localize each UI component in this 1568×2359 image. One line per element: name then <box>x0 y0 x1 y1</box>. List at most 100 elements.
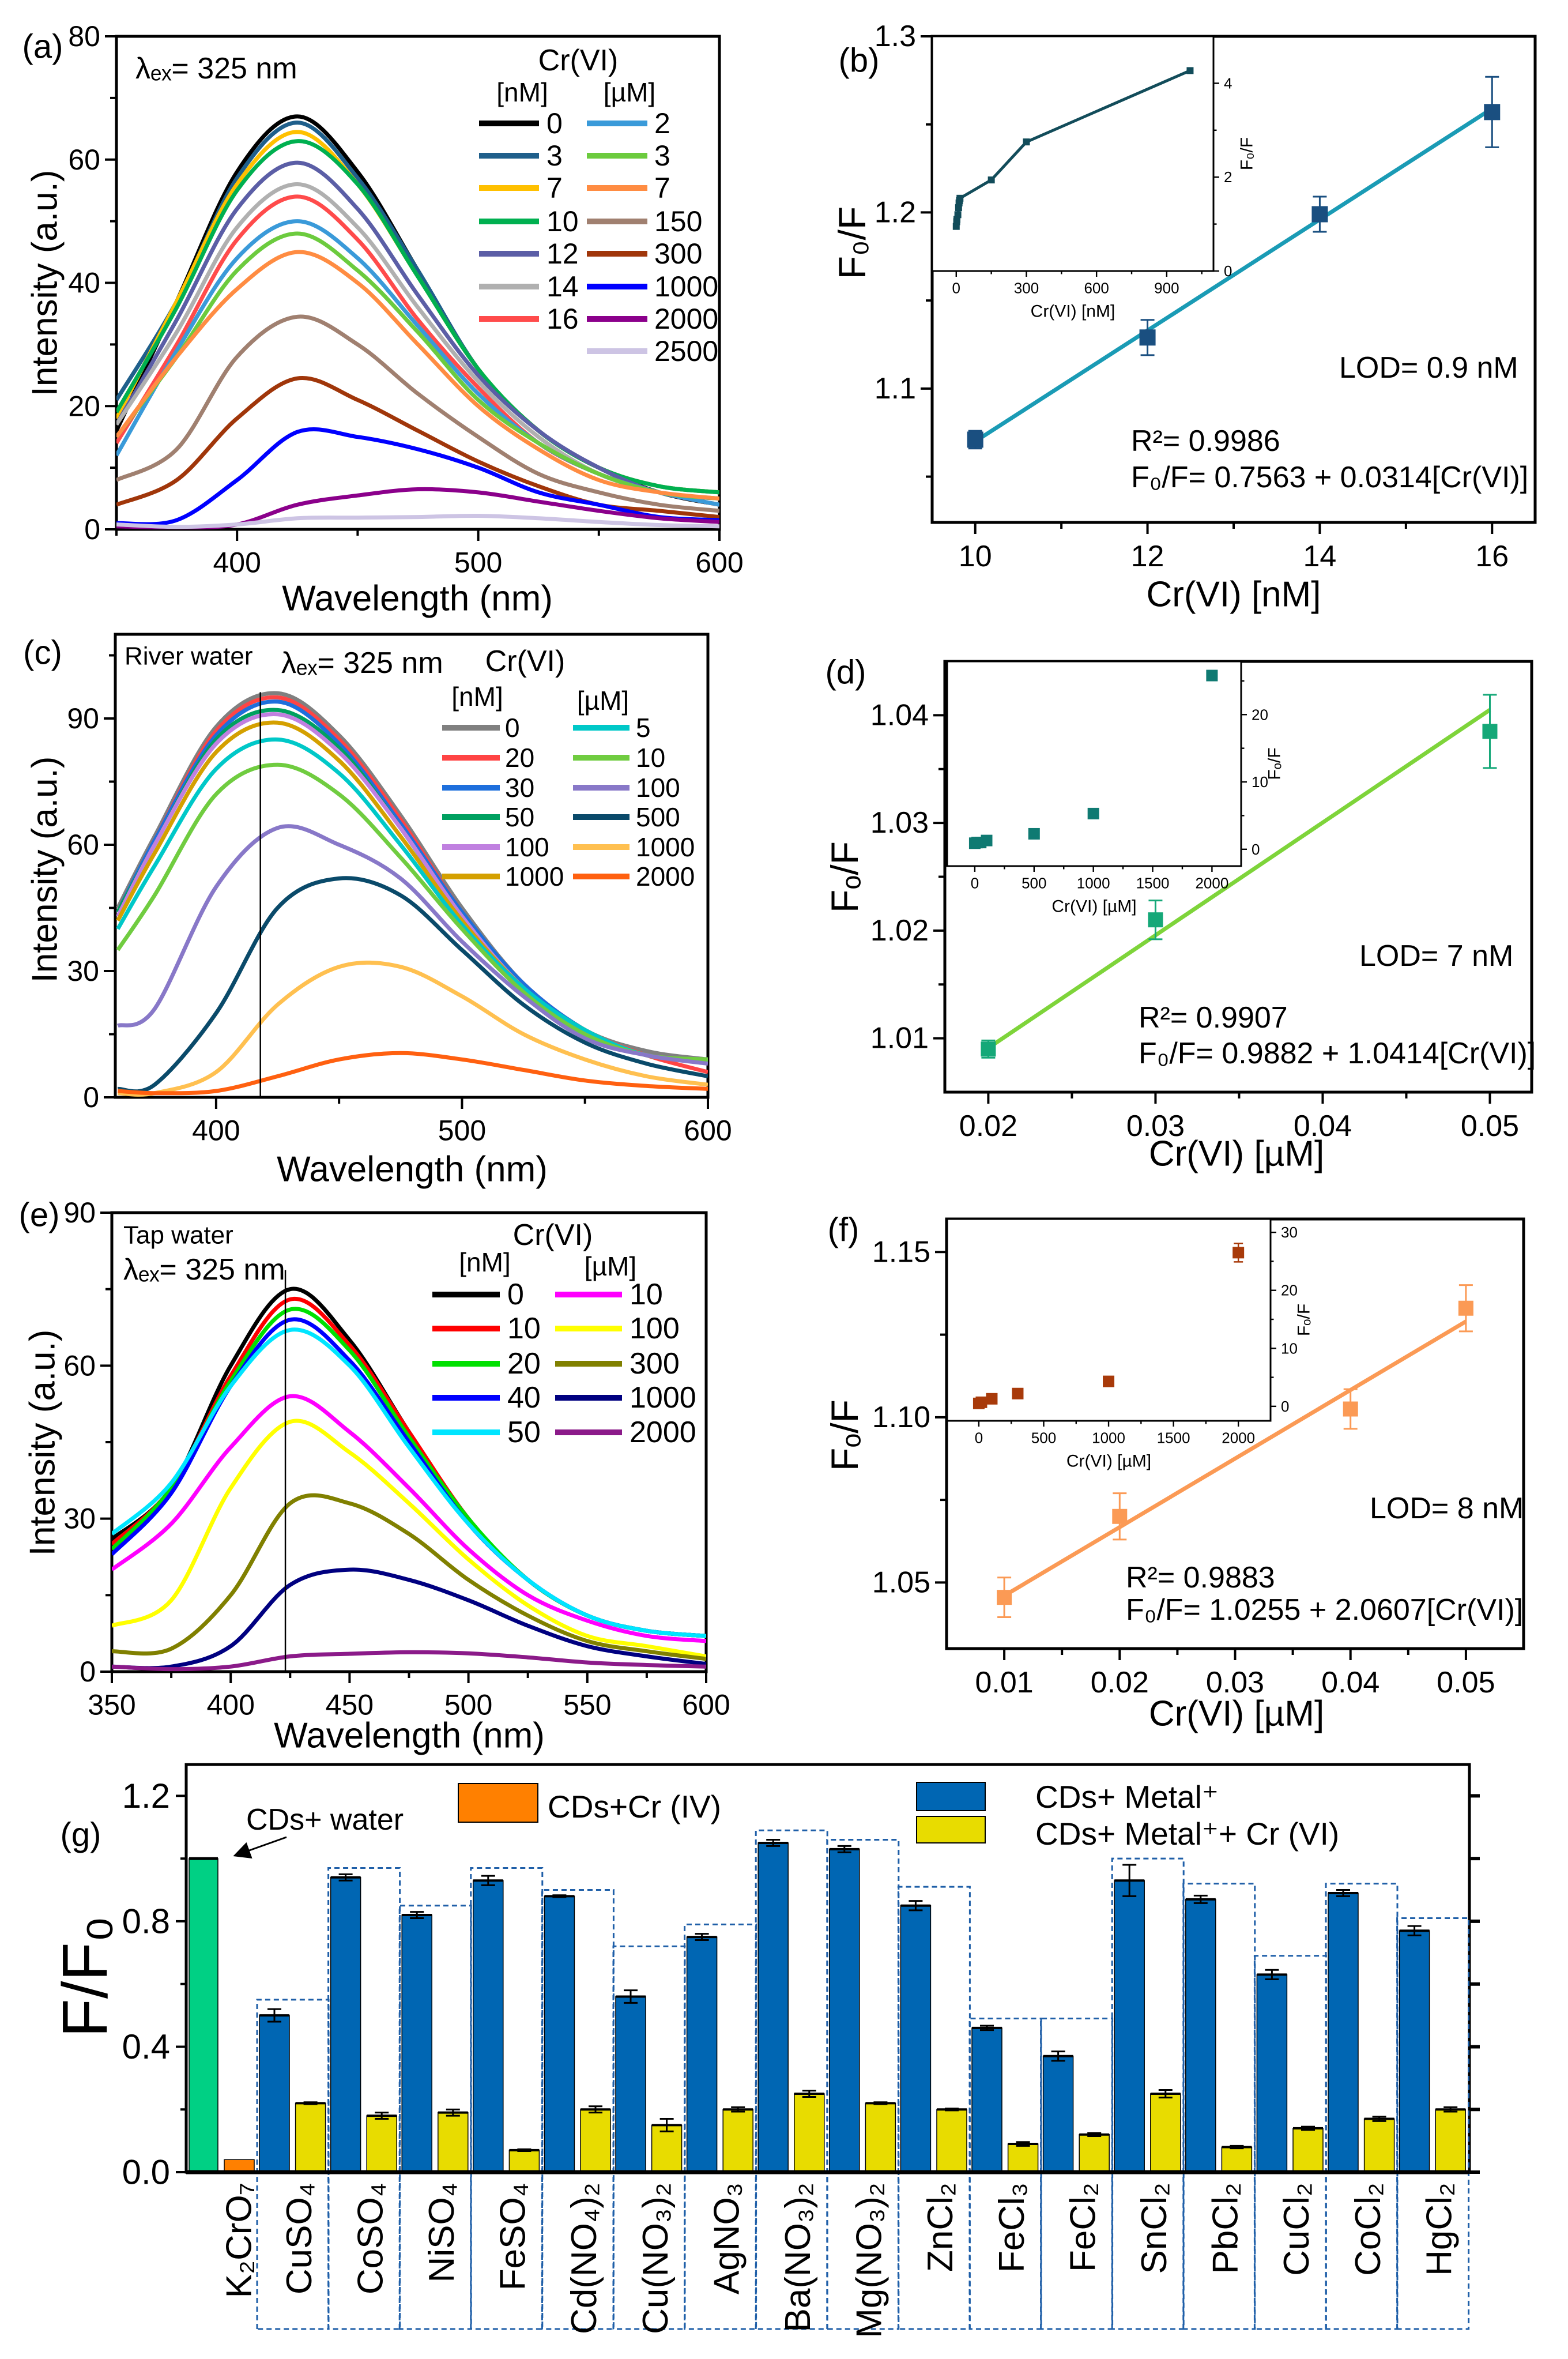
x-tick-label: 0.04 <box>1294 1109 1352 1143</box>
inset-data-point <box>1012 1387 1024 1399</box>
legend-item: 3 <box>479 140 563 172</box>
y-axis-title: Fₒ/F <box>823 841 866 913</box>
panel-label: (g) <box>61 1816 101 1854</box>
data-point <box>1112 1508 1128 1524</box>
legend-item: 100 <box>555 1312 680 1345</box>
inset-frame <box>946 660 1242 867</box>
legend-label: 10 <box>507 1312 541 1345</box>
x-tick-label: 500 <box>1022 875 1046 892</box>
y-tick-label: 1.2 <box>122 1777 170 1815</box>
spectrum-line-300-uM <box>112 1493 706 1661</box>
legend-item: 40 <box>432 1381 541 1414</box>
bar-metal <box>971 2027 1002 2173</box>
legend-item: 50 <box>442 802 534 832</box>
legend-label: 20 <box>507 1347 541 1380</box>
y-tick-label: 0 <box>1224 262 1232 280</box>
y-axis-title: F/F₀ <box>50 1916 121 2038</box>
legend-label: 2000 <box>636 861 695 891</box>
bar-group: AgNO₃ <box>684 1923 757 2330</box>
group-outline-box <box>1040 2018 1114 2330</box>
y-tick-label: 1.05 <box>872 1566 930 1599</box>
legend-item: 5 <box>573 713 651 743</box>
inset-plot: 0 500 1000 1500 2000 0 10 20 30 Cr(VI) [µM] Fₒ/F <box>946 1218 1314 1471</box>
group-outline-box <box>1396 1917 1470 2330</box>
legend-label: 10 <box>630 1278 663 1311</box>
spectrum-line-1000-uM <box>118 960 708 1097</box>
bar-group: ZnCl₂ <box>897 1886 971 2330</box>
y-tick-label: 0 <box>1281 1398 1289 1415</box>
y-tick-label: 1.1 <box>875 372 916 405</box>
inset-data-point <box>1186 67 1194 74</box>
legend-label: 0 <box>505 713 520 743</box>
inset-data-point <box>1087 807 1099 819</box>
panel-label: (e) <box>19 1197 60 1234</box>
x-tick-label: 16 <box>1475 540 1509 573</box>
bar-metal <box>1399 1930 1430 2173</box>
data-point <box>1343 1401 1358 1417</box>
bar-metal-chromium <box>722 2109 753 2173</box>
y-tick-label: 90 <box>67 702 99 735</box>
legend-label: 150 <box>654 205 702 238</box>
x-tick-label: 400 <box>192 1115 240 1147</box>
spectrum-line-2000-uM <box>112 1650 706 1672</box>
y-tick-label: 60 <box>68 144 100 176</box>
legend-item: 500 <box>573 802 680 832</box>
spectrum-line-150-uM <box>116 314 719 513</box>
inset-x-axis-title: Cr(VI) [nM] <box>1031 302 1115 321</box>
legend-item: 150 <box>587 205 702 238</box>
legend-item: 100 <box>573 773 680 803</box>
x-tick-label: 2000 <box>1195 875 1228 892</box>
legend-label: 5 <box>636 713 651 743</box>
legend-label: 100 <box>630 1312 680 1345</box>
legend-label: 7 <box>546 172 563 204</box>
legend-label: CDs+Cr (IV) <box>548 1789 721 1824</box>
legend-label: 300 <box>654 238 702 270</box>
y-tick-label: 30 <box>1281 1224 1298 1241</box>
legend-item: 50 <box>432 1416 541 1449</box>
category-label: CoCl₂ <box>1348 2183 1388 2276</box>
bar-metal <box>900 1905 932 2173</box>
legend-label: 50 <box>505 802 534 832</box>
category-label: SnCl₂ <box>1134 2183 1174 2274</box>
legend-label: 2 <box>654 107 670 140</box>
category-label: PbCl₂ <box>1206 2183 1246 2274</box>
y-tick-label: 1.3 <box>875 20 916 53</box>
bar-metal-chromium <box>580 2109 611 2173</box>
panel-label: (c) <box>23 634 62 672</box>
legend-item: 2000 <box>555 1416 696 1449</box>
spectrum-line-1000-uM <box>116 427 719 526</box>
legend-label: 16 <box>546 303 579 335</box>
y-tick-label: 2 <box>1224 168 1232 186</box>
legend-item: 10 <box>479 205 579 238</box>
x-tick-label: 0 <box>975 1429 983 1447</box>
category-label: Cu(NO₃)₂ <box>636 2183 676 2334</box>
category-label: CoSO₄ <box>350 2183 390 2294</box>
spectra-lines <box>116 114 719 529</box>
inset-y-axis-title: Fₒ/F <box>1295 1304 1314 1336</box>
legend-item: 20 <box>432 1347 541 1380</box>
y-tick-label: 20 <box>68 390 100 422</box>
bar-metal <box>1114 1880 1145 2173</box>
linear-fit-line <box>987 708 1491 1050</box>
legend-item: 1000 <box>587 270 718 303</box>
x-tick-label: 0 <box>971 875 979 892</box>
group-outline-box <box>755 1829 828 2330</box>
category-label: Ba(NO₃)₂ <box>778 2183 818 2332</box>
category-label: FeSO₄ <box>493 2183 533 2290</box>
cds-water-annotation: CDs+ water <box>246 1803 404 1837</box>
group-outline-box <box>398 1905 472 2330</box>
x-tick-label: 0.02 <box>1091 1666 1149 1699</box>
legend-label: CDs+ Metal⁺ <box>1035 1779 1219 1815</box>
data-point <box>1458 1300 1473 1316</box>
bar-metal <box>757 1842 789 2173</box>
x-tick-label: 0.03 <box>1206 1666 1264 1699</box>
linear-fit-line <box>1003 1319 1467 1598</box>
bar-group: FeSO₄ <box>470 1867 544 2330</box>
inset-plot: 0 500 1000 1500 2000 0 10 20 Cr(VI) [µM] Fₒ/F <box>946 660 1284 916</box>
inset-frame <box>931 35 1215 272</box>
lod-label: LOD= 0.9 nM <box>1339 351 1518 385</box>
